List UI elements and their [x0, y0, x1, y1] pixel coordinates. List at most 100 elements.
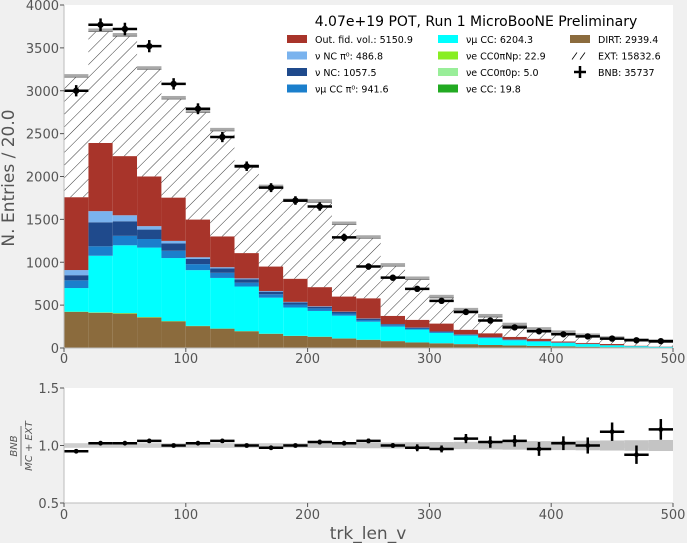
ratio-point: [98, 440, 103, 446]
bar-segment: [648, 342, 673, 347]
bar-segment: [258, 291, 284, 295]
ratio-band-segment: [307, 443, 332, 448]
bar-segment: [88, 246, 113, 256]
bar-segment: [283, 307, 308, 336]
bar-segment: [599, 343, 625, 346]
ratio-point: [73, 448, 79, 454]
ratio-point: [171, 443, 177, 448]
ratio-y-tick-label: 1.5: [38, 382, 59, 397]
bar-segment: [161, 250, 186, 259]
bar-segment: [526, 341, 552, 346]
bar-segment: [234, 286, 259, 332]
bar-segment: [575, 336, 600, 343]
bar-segment: [137, 239, 162, 248]
bar-segment: [64, 270, 89, 276]
bar-segment: [137, 69, 162, 177]
band-segment: [380, 263, 406, 267]
bar-segment: [112, 156, 138, 216]
ratio-point: [122, 440, 128, 446]
ratio-point: [366, 438, 371, 444]
band-segment: [356, 235, 381, 239]
y-axis-label: N. Entries / 20.0: [0, 109, 19, 246]
bar-segment: [624, 346, 649, 348]
bar-segment: [453, 334, 479, 336]
bar-segment: [575, 346, 600, 348]
bar-segment: [307, 287, 332, 307]
data-point: [511, 324, 518, 331]
x-axis-label: trk_len_v: [330, 524, 407, 543]
bar-segment: [429, 331, 454, 333]
legend-swatch: [570, 35, 590, 43]
bar-segment: [64, 280, 89, 289]
bar-segment: [453, 344, 479, 348]
bar-segment: [502, 325, 527, 337]
bar-segment: [331, 296, 357, 312]
data-point: [340, 234, 348, 241]
data-point: [414, 285, 421, 293]
bar-segment: [88, 312, 113, 348]
band-segment: [429, 294, 454, 298]
data-point: [462, 308, 470, 316]
bar-segment: [88, 211, 113, 223]
ratio-y-tick-label: 1.0: [38, 440, 59, 455]
bar-segment: [210, 272, 235, 278]
svg-text:BNB: BNB: [9, 435, 20, 456]
legend-swatch: [438, 68, 458, 76]
bar-segment: [380, 266, 406, 316]
ratio-point: [609, 429, 615, 435]
data-point: [316, 203, 323, 210]
bar-segment: [380, 324, 406, 326]
data-point: [365, 263, 372, 270]
bar-segment: [380, 326, 406, 342]
bar-segment: [88, 222, 113, 247]
bar-segment: [234, 279, 259, 283]
data-point: [292, 197, 299, 204]
data-point: [389, 274, 397, 281]
bar-segment: [64, 311, 89, 348]
ratio-point: [585, 443, 591, 448]
bar-segment: [405, 342, 430, 348]
bar-segment: [502, 345, 527, 348]
bar-segment: [429, 332, 454, 344]
band-segment: [161, 95, 186, 99]
bar-segment: [478, 337, 503, 339]
bar-segment: [502, 336, 527, 340]
ratio-axes: 0 100 200 300 400 500 0.5 1.0 1.5: [38, 382, 685, 523]
bar-segment: [258, 266, 284, 291]
bar-segment: [575, 344, 600, 347]
stacked-bars: [64, 31, 673, 348]
bar-segment: [137, 176, 162, 227]
band-segment: [307, 199, 332, 203]
bar-segment: [405, 319, 430, 328]
ratio-point: [439, 446, 444, 452]
bar-segment: [185, 264, 211, 271]
bar-segment: [283, 304, 308, 308]
x-tick-label: 100: [173, 352, 198, 367]
svg-text:MC + EXT: MC + EXT: [24, 420, 35, 471]
legend-label: EXT: 15832.6: [598, 52, 661, 63]
bnb-data-points: [64, 18, 673, 345]
bar-segment: [161, 98, 186, 198]
legend-label: Out. fid. vol.: 5150.9: [315, 35, 413, 46]
data-point: [267, 184, 275, 191]
bar-segment: [185, 112, 211, 220]
x-tick-label: 200: [295, 352, 320, 367]
x-tick-label: 300: [417, 352, 442, 367]
bar-segment: [380, 341, 406, 348]
bar-segment: [112, 235, 138, 246]
ratio-point: [463, 436, 469, 441]
bar-segment: [356, 321, 381, 340]
legend-swatch: [287, 35, 307, 43]
ratio-x-tick-label: 100: [173, 508, 198, 523]
bar-segment: [648, 346, 673, 348]
bar-segment: [234, 331, 259, 348]
bar-segment: [307, 202, 332, 288]
bar-segment: [307, 308, 332, 311]
ratio-band-segment: [356, 442, 381, 449]
bar-segment: [161, 258, 186, 322]
bar-segment: [478, 333, 503, 338]
ratio-point: [293, 443, 298, 448]
legend-label: νμ CC π⁰: 941.6: [315, 85, 389, 96]
band-segment: [502, 322, 527, 326]
